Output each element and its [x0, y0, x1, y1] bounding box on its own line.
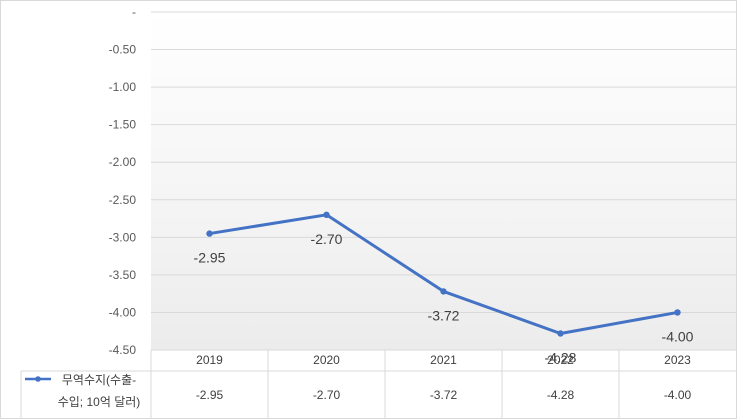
table-value: -2.70: [313, 388, 341, 402]
y-tick-label: -1.50: [109, 118, 137, 132]
table-value: -4.28: [547, 388, 575, 402]
y-tick-label: -0.50: [109, 43, 137, 57]
data-label: -3.72: [428, 307, 460, 323]
y-tick-label: -2.50: [109, 193, 137, 207]
y-tick-label: -4.00: [109, 305, 137, 319]
y-tick-label: -: [132, 5, 136, 19]
x-category-label: 2019: [196, 353, 223, 367]
x-category-label: 2020: [313, 353, 340, 367]
data-label: -4.28: [545, 349, 577, 365]
data-point: [557, 330, 564, 337]
x-category-label: 2022: [547, 353, 574, 367]
y-tick-label: -3.00: [109, 230, 137, 244]
y-tick-label: -3.50: [109, 268, 137, 282]
legend-marker-icon: [35, 376, 41, 382]
data-point: [674, 309, 681, 316]
data-label: -2.95: [194, 250, 226, 266]
y-tick-label: -4.50: [109, 343, 137, 357]
x-category-label: 2021: [430, 353, 457, 367]
y-tick-label: -2.00: [109, 155, 137, 169]
y-tick-label: -1.00: [109, 80, 137, 94]
data-point: [323, 211, 330, 218]
plot-area: [151, 12, 736, 350]
table-value: -4.00: [664, 388, 692, 402]
data-label: -2.70: [311, 231, 343, 247]
table-value: -3.72: [430, 388, 458, 402]
table-value: -2.95: [196, 388, 224, 402]
data-label: -4.00: [662, 328, 694, 344]
x-category-label: 2023: [664, 353, 691, 367]
data-point: [440, 288, 447, 295]
data-point: [206, 230, 213, 237]
legend-series-name: 무역수지(수출-수입; 10억 달러): [58, 373, 141, 409]
